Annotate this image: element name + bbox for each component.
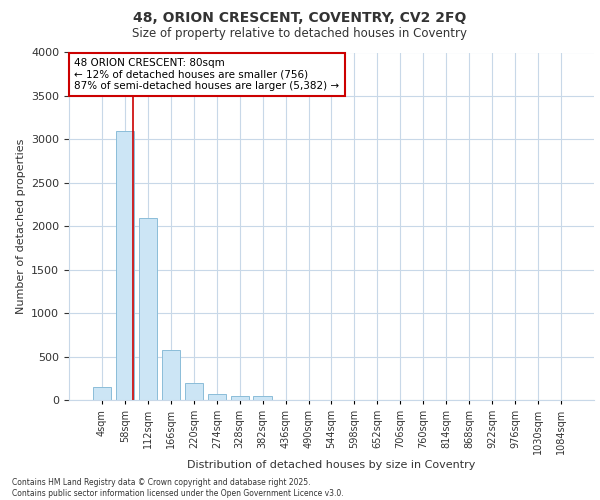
Text: Size of property relative to detached houses in Coventry: Size of property relative to detached ho… bbox=[133, 28, 467, 40]
Bar bbox=[162, 350, 180, 400]
Bar bbox=[116, 130, 134, 400]
Bar bbox=[253, 396, 272, 400]
Text: Contains HM Land Registry data © Crown copyright and database right 2025.
Contai: Contains HM Land Registry data © Crown c… bbox=[12, 478, 344, 498]
Y-axis label: Number of detached properties: Number of detached properties bbox=[16, 138, 26, 314]
Bar bbox=[230, 396, 249, 400]
Bar bbox=[185, 382, 203, 400]
Text: 48, ORION CRESCENT, COVENTRY, CV2 2FQ: 48, ORION CRESCENT, COVENTRY, CV2 2FQ bbox=[133, 11, 467, 25]
Bar bbox=[208, 394, 226, 400]
Text: 48 ORION CRESCENT: 80sqm
← 12% of detached houses are smaller (756)
87% of semi-: 48 ORION CRESCENT: 80sqm ← 12% of detach… bbox=[74, 58, 340, 91]
Bar bbox=[93, 387, 111, 400]
Bar bbox=[139, 218, 157, 400]
X-axis label: Distribution of detached houses by size in Coventry: Distribution of detached houses by size … bbox=[187, 460, 476, 470]
